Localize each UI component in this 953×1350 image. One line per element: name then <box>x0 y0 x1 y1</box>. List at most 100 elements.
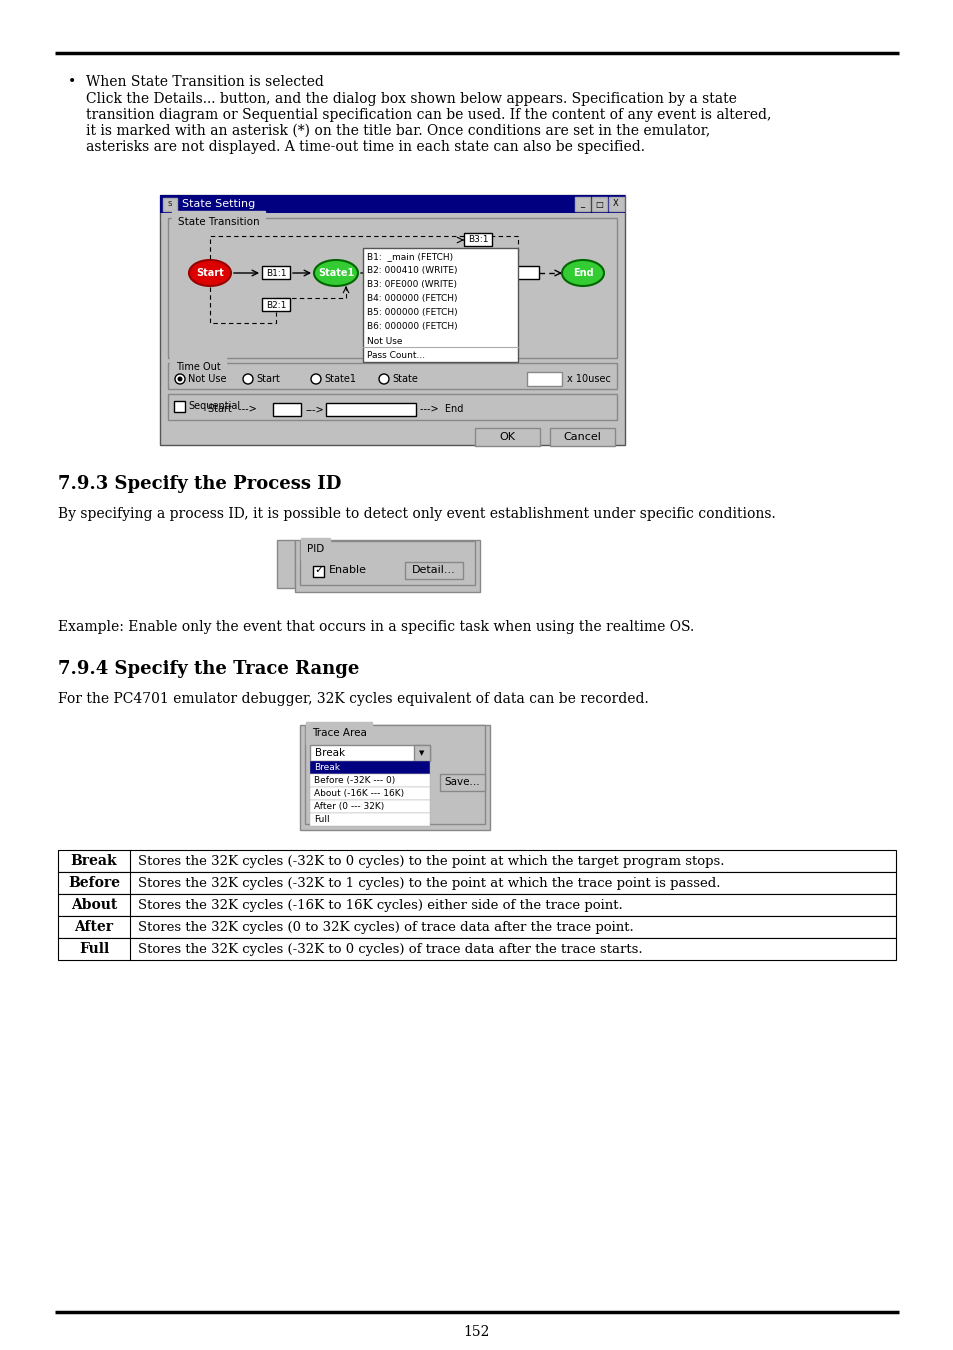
Bar <box>439 774 484 791</box>
Text: B1:1: B1:1 <box>266 269 286 278</box>
Text: PID: PID <box>307 544 324 554</box>
Text: x 10usec: x 10usec <box>566 374 610 383</box>
Ellipse shape <box>436 261 479 286</box>
Text: •: • <box>68 76 76 89</box>
Text: Full: Full <box>314 815 330 824</box>
Bar <box>273 404 301 416</box>
Text: Click the Details... button, and the dialog box shown below appears. Specificati: Click the Details... button, and the dia… <box>86 92 736 107</box>
Bar <box>58 894 895 917</box>
Text: 7.9.3 Specify the Process ID: 7.9.3 Specify the Process ID <box>58 475 341 493</box>
Bar <box>294 540 479 593</box>
Bar <box>310 774 430 787</box>
Text: For the PC4701 emulator debugger, 32K cycles equivalent of data can be recorded.: For the PC4701 emulator debugger, 32K cy… <box>58 693 648 706</box>
Text: By specifying a process ID, it is possible to detect only event establishment un: By specifying a process ID, it is possib… <box>58 508 775 521</box>
Text: About (-16K --- 16K): About (-16K --- 16K) <box>314 788 404 798</box>
Text: End: End <box>572 269 593 278</box>
Bar <box>276 540 294 589</box>
Text: 152: 152 <box>463 1324 490 1339</box>
Bar <box>463 234 492 246</box>
Text: Stores the 32K cycles (-32K to 0 cycles) to the point at which the target progra: Stores the 32K cycles (-32K to 0 cycles)… <box>138 855 723 868</box>
Text: S: S <box>168 201 172 207</box>
Bar <box>163 198 177 211</box>
Circle shape <box>177 377 182 382</box>
Text: Break: Break <box>71 855 117 868</box>
Text: OK: OK <box>498 432 515 441</box>
Ellipse shape <box>314 261 357 286</box>
Text: State Setting: State Setting <box>182 198 255 209</box>
Text: Enable: Enable <box>329 566 367 575</box>
Text: B4: 000000 (FETCH): B4: 000000 (FETCH) <box>367 294 457 304</box>
Text: B5: 000000 (FETCH): B5: 000000 (FETCH) <box>367 309 457 317</box>
Text: State2: State2 <box>439 269 476 278</box>
Bar <box>326 404 416 416</box>
Text: Start: Start <box>196 269 224 278</box>
Text: B3: 0FE000 (WRITE): B3: 0FE000 (WRITE) <box>367 281 456 289</box>
Bar <box>58 917 895 938</box>
Text: Not Use: Not Use <box>188 374 226 383</box>
Text: After: After <box>74 919 113 934</box>
Text: State1: State1 <box>324 374 355 383</box>
Text: Break: Break <box>314 748 345 757</box>
Text: B6: 000000 (FETCH): B6: 000000 (FETCH) <box>367 323 457 332</box>
Text: Start: Start <box>255 374 279 383</box>
Circle shape <box>174 374 185 383</box>
Text: Cancel: Cancel <box>562 432 600 441</box>
Bar <box>173 401 185 412</box>
Text: Break: Break <box>314 763 339 772</box>
Text: Full: Full <box>79 942 109 956</box>
Text: Detail...: Detail... <box>412 566 456 575</box>
Text: Example: Enable only the event that occurs in a specific task when using the rea: Example: Enable only the event that occu… <box>58 620 694 634</box>
Text: --->: ---> <box>306 404 324 414</box>
Ellipse shape <box>561 261 603 286</box>
Bar <box>511 266 538 279</box>
Text: Before (-32K --- 0): Before (-32K --- 0) <box>314 776 395 784</box>
Bar <box>475 428 539 446</box>
Bar <box>58 938 895 960</box>
Text: When State Transition is selected: When State Transition is selected <box>86 76 323 89</box>
Bar <box>310 801 430 813</box>
Circle shape <box>311 374 320 383</box>
Bar <box>160 194 624 213</box>
Text: _: _ <box>579 200 583 208</box>
Bar <box>299 725 490 830</box>
Bar <box>310 745 430 761</box>
Bar <box>310 761 430 774</box>
Text: B2:1: B2:1 <box>266 301 286 309</box>
Text: Sequential: Sequential <box>188 401 240 410</box>
Bar <box>160 194 624 446</box>
Bar <box>363 248 517 362</box>
Bar <box>384 266 408 279</box>
Text: ✓: ✓ <box>314 566 323 575</box>
Bar <box>310 787 430 801</box>
Bar <box>310 813 430 826</box>
Circle shape <box>378 374 389 383</box>
Text: Stores the 32K cycles (-16K to 16K cycles) either side of the trace point.: Stores the 32K cycles (-16K to 16K cycle… <box>138 899 622 911</box>
Bar <box>58 850 895 872</box>
Text: About: About <box>71 898 117 913</box>
Bar <box>168 394 617 420</box>
Text: State: State <box>392 374 417 383</box>
Text: transition diagram or Sequential specification can be used. If the content of an: transition diagram or Sequential specifi… <box>86 108 771 122</box>
Text: □: □ <box>595 200 602 208</box>
Text: Stores the 32K cycles (-32K to 0 cycles) of trace data after the trace starts.: Stores the 32K cycles (-32K to 0 cycles)… <box>138 942 642 956</box>
Text: B2: 000410 (WRITE): B2: 000410 (WRITE) <box>367 266 457 275</box>
Bar <box>550 428 615 446</box>
Text: State Transition: State Transition <box>178 217 259 227</box>
Bar <box>526 373 561 386</box>
Bar <box>262 298 290 311</box>
Text: State1: State1 <box>317 269 354 278</box>
Text: B1:  _main (FETCH): B1: _main (FETCH) <box>367 252 453 262</box>
Text: Stores the 32K cycles (0 to 32K cycles) of trace data after the trace point.: Stores the 32K cycles (0 to 32K cycles) … <box>138 921 633 933</box>
Text: Trace Area: Trace Area <box>312 728 367 738</box>
Text: Start  --->: Start ---> <box>208 404 256 414</box>
Text: 7.9.4 Specify the Trace Range: 7.9.4 Specify the Trace Range <box>58 660 359 678</box>
Bar <box>592 197 606 211</box>
Circle shape <box>243 374 253 383</box>
Text: X: X <box>613 200 618 208</box>
Bar <box>58 872 895 894</box>
Text: ▼: ▼ <box>419 751 424 756</box>
Text: Before: Before <box>68 876 120 890</box>
Text: Time Out: Time Out <box>175 362 220 373</box>
Bar <box>262 266 290 279</box>
Bar <box>299 541 475 585</box>
